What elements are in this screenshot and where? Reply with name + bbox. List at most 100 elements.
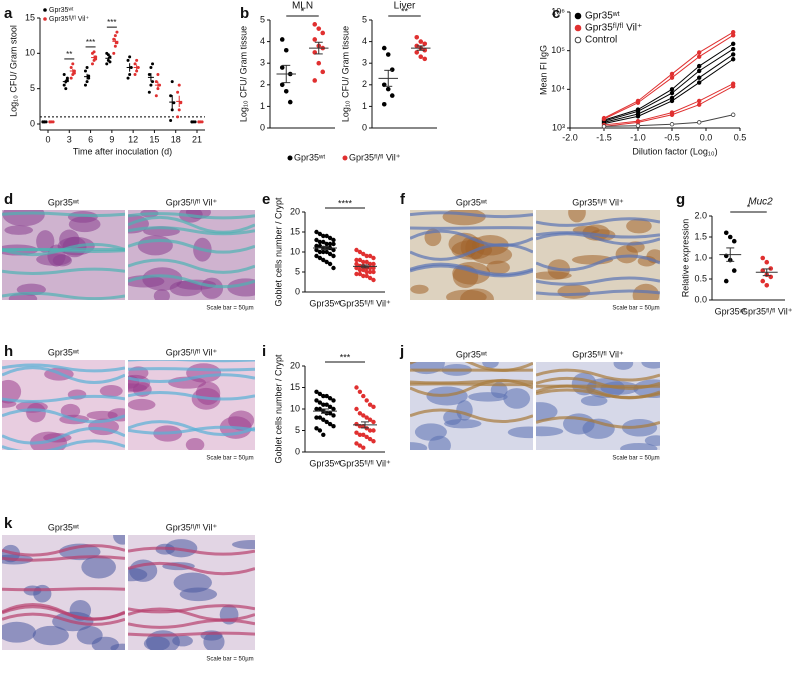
point xyxy=(731,112,736,117)
dot xyxy=(364,273,369,279)
crypt xyxy=(228,410,255,431)
dot xyxy=(179,101,183,105)
lumen xyxy=(2,544,125,557)
dot xyxy=(106,53,110,57)
y-axis-label: Log₁₀ CFU/ Gram tissue xyxy=(238,26,248,122)
crypt xyxy=(613,362,634,370)
lumen xyxy=(410,229,533,247)
dot xyxy=(279,37,285,42)
lumen xyxy=(128,561,255,576)
y-tick-label: 0 xyxy=(260,122,265,132)
dot xyxy=(381,101,387,107)
significance: * xyxy=(301,6,305,16)
point xyxy=(731,41,736,47)
y-tick-label: 10⁵ xyxy=(551,45,565,55)
lumen xyxy=(536,368,660,382)
image-label: Gpr35ᶠˡ/ᶠˡ Vil⁺ xyxy=(572,349,624,359)
dot xyxy=(327,421,333,427)
point xyxy=(669,87,675,92)
dot xyxy=(354,406,359,412)
dot xyxy=(357,432,363,437)
scale-label: Scale bar = 50µm xyxy=(206,456,253,462)
y-tick-label: 4 xyxy=(362,36,367,46)
y-tick-label: 4 xyxy=(260,36,265,46)
dot xyxy=(314,247,319,253)
dot xyxy=(367,417,373,422)
image-label: Gpr35ᶠˡ/ᶠˡ Vil⁺ xyxy=(166,197,218,207)
dot xyxy=(371,404,376,410)
dot xyxy=(321,233,326,239)
crypt xyxy=(536,271,572,280)
crypt xyxy=(2,621,36,643)
panel-label: g xyxy=(676,191,685,208)
dot xyxy=(361,251,366,257)
dot xyxy=(364,434,369,440)
dot xyxy=(418,54,424,60)
crypt xyxy=(410,442,428,450)
dot xyxy=(331,406,336,412)
lumen xyxy=(128,360,255,363)
legend-marker xyxy=(43,8,47,12)
dot xyxy=(371,428,376,433)
dot xyxy=(62,73,66,77)
x-tick-label: 15 xyxy=(149,134,159,144)
crypt xyxy=(32,625,69,646)
micrograph xyxy=(410,362,533,450)
dot xyxy=(108,60,112,64)
y-tick-label: 5 xyxy=(295,425,300,435)
lumen xyxy=(410,262,533,276)
y-tick-label: 5 xyxy=(260,14,265,24)
significance: **** xyxy=(338,198,353,208)
y-tick-label: 3 xyxy=(260,58,265,68)
dot xyxy=(357,271,363,277)
x-tick-label: 3 xyxy=(67,134,72,144)
dot xyxy=(760,255,766,261)
lumen xyxy=(128,239,255,254)
lumen xyxy=(536,384,660,400)
dot xyxy=(147,90,151,94)
dot xyxy=(364,269,369,275)
crypt xyxy=(557,284,591,299)
dot xyxy=(176,90,180,94)
dot xyxy=(94,57,98,61)
x-tick-label: -2.0 xyxy=(562,132,578,142)
crypt xyxy=(580,395,608,406)
point xyxy=(601,124,607,129)
dot xyxy=(317,243,323,249)
dot xyxy=(361,445,366,450)
dot xyxy=(327,261,333,267)
dot xyxy=(64,87,68,91)
crypt xyxy=(536,402,558,422)
y-tick-label: 0 xyxy=(295,446,300,456)
dot xyxy=(149,83,153,87)
dot xyxy=(316,26,322,31)
lumen xyxy=(128,215,255,234)
dot xyxy=(314,229,319,235)
scale-label: Scale bar = 50µm xyxy=(612,306,659,312)
chart-title: Liver xyxy=(394,1,416,12)
dot xyxy=(65,76,69,80)
point xyxy=(697,54,702,59)
crypt xyxy=(632,283,660,300)
dot xyxy=(314,415,319,420)
dot xyxy=(324,259,329,265)
dot xyxy=(354,261,359,267)
dot xyxy=(414,50,420,55)
dot xyxy=(321,432,326,437)
point xyxy=(731,57,736,62)
significance: *** xyxy=(340,352,351,362)
dot xyxy=(69,76,73,80)
dot xyxy=(389,67,395,72)
dot xyxy=(279,65,285,70)
dot xyxy=(371,419,376,425)
x-tick-label: Gpr35ʷᵗ xyxy=(715,306,746,316)
crypt xyxy=(173,572,212,593)
dot xyxy=(361,273,366,279)
crypt xyxy=(36,253,71,266)
y-tick-label: 20 xyxy=(290,206,300,216)
dot xyxy=(364,415,369,420)
crypt xyxy=(4,225,34,235)
x-axis-label: Time after inoculation (d) xyxy=(73,146,172,156)
dot xyxy=(283,88,289,94)
